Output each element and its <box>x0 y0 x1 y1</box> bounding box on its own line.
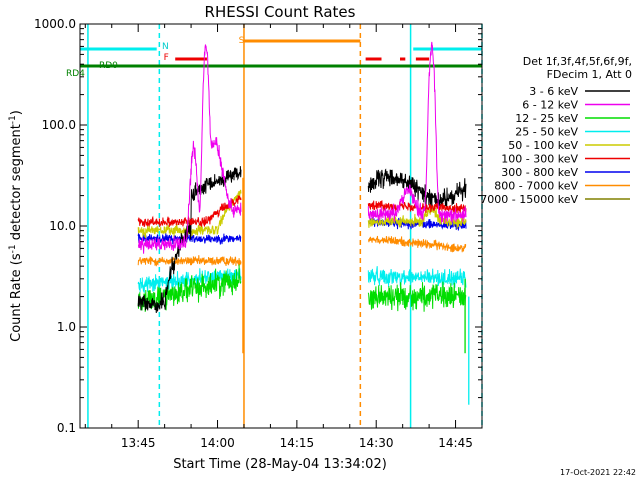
x-tick-label: 14:30 <box>359 436 394 450</box>
x-axis: 13:45 14:00 14:15 14:30 14:45 <box>84 24 483 450</box>
y-tick-label: 10.0 <box>49 219 76 233</box>
x-tick-label: 13:45 <box>121 436 156 450</box>
legend: Det 1f,3f,4f,5f,6f,9f, FDecim 1, Att 0 3… <box>480 55 632 206</box>
x-axis-label: Start Time (28-May-04 13:34:02) <box>173 457 387 472</box>
legend-label: 100 - 300 keV <box>501 153 578 166</box>
x-tick-label: 14:00 <box>200 436 235 450</box>
y-axis-label: Count Rate (s-1 detector segment-1) <box>8 110 24 342</box>
series-line <box>137 255 242 267</box>
y-tick-label: 0.1 <box>57 421 76 435</box>
chart-title: RHESSI Count Rates <box>205 3 356 21</box>
plot-area: NF S RD0 RD4 <box>66 24 483 428</box>
legend-label: 3 - 6 keV <box>529 85 578 98</box>
legend-label: 800 - 7000 keV <box>494 180 578 193</box>
legend-label: 6 - 12 keV <box>522 99 578 112</box>
y-tick-label: 1.0 <box>57 320 76 334</box>
legend-header-line-1: Det 1f,3f,4f,5f,6f,9f, <box>523 55 632 68</box>
legend-label: 7000 - 15000 keV <box>480 193 578 206</box>
x-tick-label: 14:45 <box>438 436 473 450</box>
series-line <box>367 281 467 312</box>
legend-label: 300 - 800 keV <box>501 166 578 179</box>
y-tick-label: 100.0 <box>42 118 76 132</box>
legend-label: 50 - 100 keV <box>508 139 578 152</box>
series-line <box>367 168 467 210</box>
y-tick-label: 1000.0 <box>34 17 76 31</box>
y-axis: 0.1 1.0 10.0 100.0 1000.0 <box>34 17 482 435</box>
legend-header-line-2: FDecim 1, Att 0 <box>547 68 632 81</box>
series-line <box>137 166 242 314</box>
saa-flag-label: S <box>239 36 245 46</box>
series-line <box>368 235 467 253</box>
rd0-flag-label: RD0 <box>99 61 118 71</box>
legend-label: 25 - 50 keV <box>515 126 578 139</box>
footer-date: 17-Oct-2021 22:42 <box>560 468 636 477</box>
series-line <box>367 266 467 288</box>
series-line <box>367 206 467 229</box>
flare-flag-label: F <box>164 53 169 63</box>
series-line <box>137 195 242 228</box>
legend-label: 12 - 25 keV <box>515 112 578 125</box>
night-flag-label: N <box>162 42 169 52</box>
rd4-flag-label: RD4 <box>66 69 85 79</box>
series-line <box>138 44 242 254</box>
series-line <box>367 41 467 224</box>
x-tick-label: 14:15 <box>280 436 315 450</box>
